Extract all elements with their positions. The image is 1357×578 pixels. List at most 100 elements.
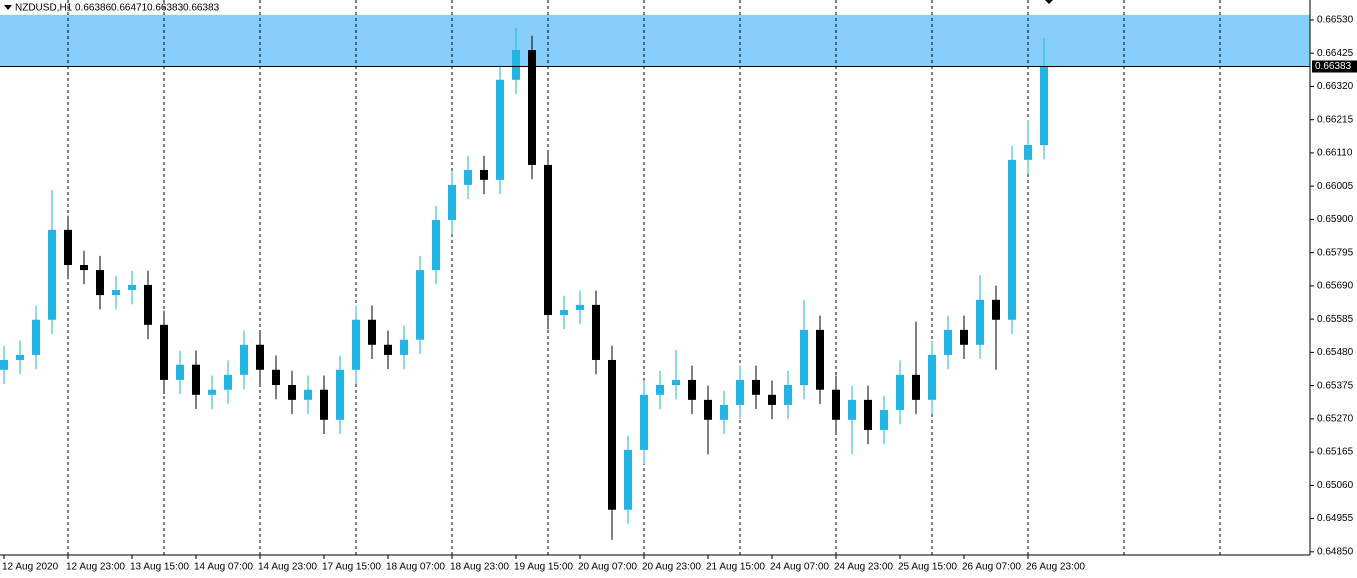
y-tick-label: 0.65375 (1317, 380, 1354, 391)
x-tick-label: 19 Aug 15:00 (514, 562, 573, 573)
y-tick-label: 0.66320 (1317, 81, 1354, 92)
candle-body (992, 299, 1000, 320)
candle-body (64, 229, 72, 265)
y-tick-label: 0.65900 (1317, 214, 1354, 225)
candle-body (592, 304, 600, 360)
zone (0, 14, 1310, 67)
candle-body (272, 369, 280, 385)
y-tick-label: 0.65795 (1317, 247, 1354, 258)
header-value: 0.66383 (147, 3, 184, 14)
candle-body (976, 299, 984, 345)
candle-body (512, 50, 520, 80)
current-price-label: 0.66383 (1315, 61, 1352, 72)
candle-body (48, 229, 56, 320)
y-tick-label: 0.64850 (1317, 546, 1354, 557)
candle-body (96, 270, 104, 296)
candle-body (704, 399, 712, 420)
candle-body (176, 364, 184, 380)
candle-body (336, 369, 344, 420)
candle-body (352, 319, 360, 370)
y-tick-label: 0.66215 (1317, 114, 1354, 125)
candle-body (640, 394, 648, 450)
header-value: 0.66383 (183, 3, 220, 14)
candle-body (16, 354, 24, 360)
x-tick-label: 12 Aug 23:00 (66, 562, 125, 573)
x-tick-label: 14 Aug 07:00 (194, 562, 253, 573)
y-tick-label: 0.65060 (1317, 480, 1354, 491)
candle-body (464, 170, 472, 185)
candle-body (880, 409, 888, 430)
candle-body (400, 339, 408, 355)
candle-body (848, 399, 856, 420)
y-tick-label: 0.66425 (1317, 48, 1354, 59)
x-tick-label: 26 Aug 23:00 (1026, 562, 1085, 573)
x-tick-label: 25 Aug 15:00 (898, 562, 957, 573)
x-tick-label: 18 Aug 07:00 (386, 562, 445, 573)
y-tick-label: 0.65585 (1317, 314, 1354, 325)
candle-body (432, 220, 440, 271)
current-price-box (1312, 60, 1357, 73)
candle-body (768, 394, 776, 405)
candle-body (656, 384, 664, 395)
x-tick-label: 20 Aug 07:00 (578, 562, 637, 573)
y-tick-label: 0.66005 (1317, 181, 1354, 192)
candle-body (240, 344, 248, 375)
candle-body (736, 379, 744, 405)
candle-body (32, 319, 40, 355)
x-tick-label: 17 Aug 15:00 (322, 562, 381, 573)
candle-body (560, 309, 568, 316)
candle-body (416, 270, 424, 340)
candle-body (832, 389, 840, 420)
candle-body (112, 290, 120, 296)
candle-body (192, 364, 200, 395)
candle-body (304, 389, 312, 400)
candle-body (608, 359, 616, 510)
candle-body (816, 329, 824, 390)
candle-body (912, 374, 920, 400)
x-tick-label: 13 Aug 15:00 (130, 562, 189, 573)
marker-arrow (1045, 0, 1053, 4)
x-tick-label: 24 Aug 07:00 (770, 562, 829, 573)
candle-body (496, 79, 504, 180)
candle-body (288, 384, 296, 400)
candle-body (784, 384, 792, 405)
candle-body (864, 399, 872, 430)
y-tick-label: 0.66110 (1317, 148, 1353, 159)
candle-body (384, 344, 392, 355)
candle-body (256, 344, 264, 370)
symbol: NZDUSD,H1 (15, 3, 73, 14)
y-tick-label: 0.65165 (1317, 447, 1354, 458)
candle-body (128, 284, 136, 291)
candle-body (544, 164, 552, 316)
candle-body (960, 329, 968, 345)
candle-body (160, 324, 168, 380)
candle-body (80, 264, 88, 271)
candle-body (800, 329, 808, 385)
y-tick-label: 0.65480 (1317, 347, 1354, 358)
x-tick-label: 20 Aug 23:00 (642, 562, 701, 573)
candle-body (752, 379, 760, 395)
candle-body (896, 374, 904, 410)
candle-body (672, 379, 680, 385)
x-tick-label: 21 Aug 15:00 (706, 562, 765, 573)
candle-body (368, 319, 376, 345)
candle-body (528, 50, 536, 165)
x-tick-label: 18 Aug 23:00 (450, 562, 509, 573)
candle-body (224, 374, 232, 390)
candle-body (144, 284, 152, 325)
candle-body (320, 389, 328, 420)
header-value: 0.66386 (75, 3, 112, 14)
x-tick-label: 26 Aug 07:00 (962, 562, 1021, 573)
menu-arrow[interactable] (4, 5, 12, 10)
candle-body (720, 404, 728, 420)
candle-body (448, 184, 456, 221)
candle-body (944, 329, 952, 355)
x-tick-label: 24 Aug 23:00 (834, 562, 893, 573)
candle-body (1040, 66, 1048, 146)
candle-body (688, 379, 696, 400)
y-tick-label: 0.66530 (1317, 15, 1354, 26)
candle-body (480, 170, 488, 180)
candle-body (928, 354, 936, 400)
y-tick-label: 0.65690 (1317, 281, 1354, 292)
